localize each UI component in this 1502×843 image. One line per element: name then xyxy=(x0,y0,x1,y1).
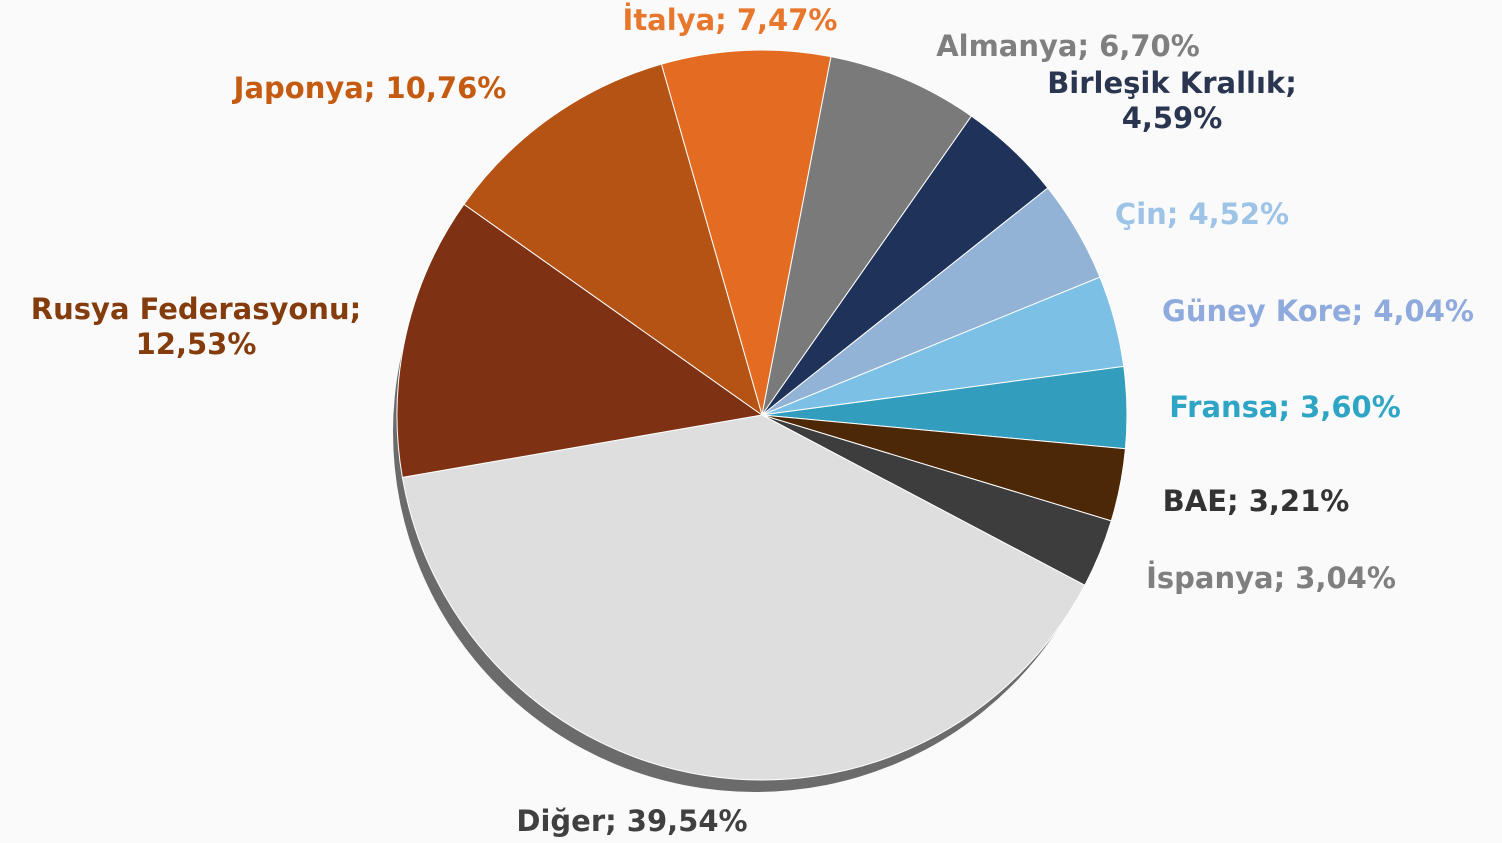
data-label: Fransa; 3,60% xyxy=(1169,390,1401,424)
data-label: Güney Kore; 4,04% xyxy=(1162,294,1474,328)
data-label-line: Birleşik Krallık; xyxy=(1047,66,1297,100)
data-label-line: Rusya Federasyonu; xyxy=(31,292,361,326)
pie-slice xyxy=(463,63,763,417)
data-label: Rusya Federasyonu; 12,53% xyxy=(31,292,361,361)
data-label: Diğer; 39,54% xyxy=(516,804,747,838)
data-label: Japonya; 10,76% xyxy=(232,71,507,105)
data-label-line: 4,59% xyxy=(1122,101,1223,135)
pie-slice xyxy=(401,414,1086,781)
pie-slice xyxy=(761,55,973,416)
data-label: Çin; 4,52% xyxy=(1115,197,1289,231)
pie-slice xyxy=(660,49,832,416)
data-label: Birleşik Krallık; 4,59% xyxy=(1047,66,1297,135)
data-label-line: 12,53% xyxy=(136,327,257,361)
data-label: İspanya; 3,04% xyxy=(1146,561,1396,595)
data-label: Almanya; 6,70% xyxy=(936,29,1200,63)
data-label: BAE; 3,21% xyxy=(1163,484,1350,518)
pie-slice xyxy=(396,203,764,478)
data-label: İtalya; 7,47% xyxy=(623,3,838,37)
